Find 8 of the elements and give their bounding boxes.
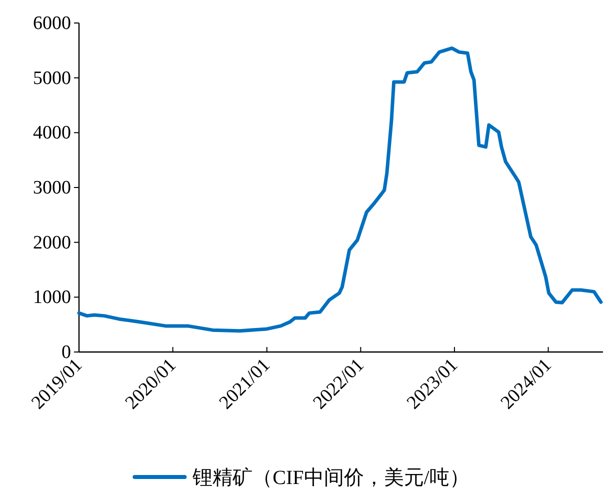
y-tick-label: 6000 <box>33 13 71 34</box>
y-tick-label: 2000 <box>33 232 71 254</box>
legend-label: 锂精矿（CIF中间价，美元/吨） <box>192 466 470 489</box>
y-tick-label: 0 <box>62 342 71 363</box>
y-tick-label: 1000 <box>33 287 71 308</box>
y-tick-label: 3000 <box>33 178 71 198</box>
y-tick-label: 4000 <box>33 122 71 144</box>
y-tick-label: 5000 <box>33 68 71 89</box>
